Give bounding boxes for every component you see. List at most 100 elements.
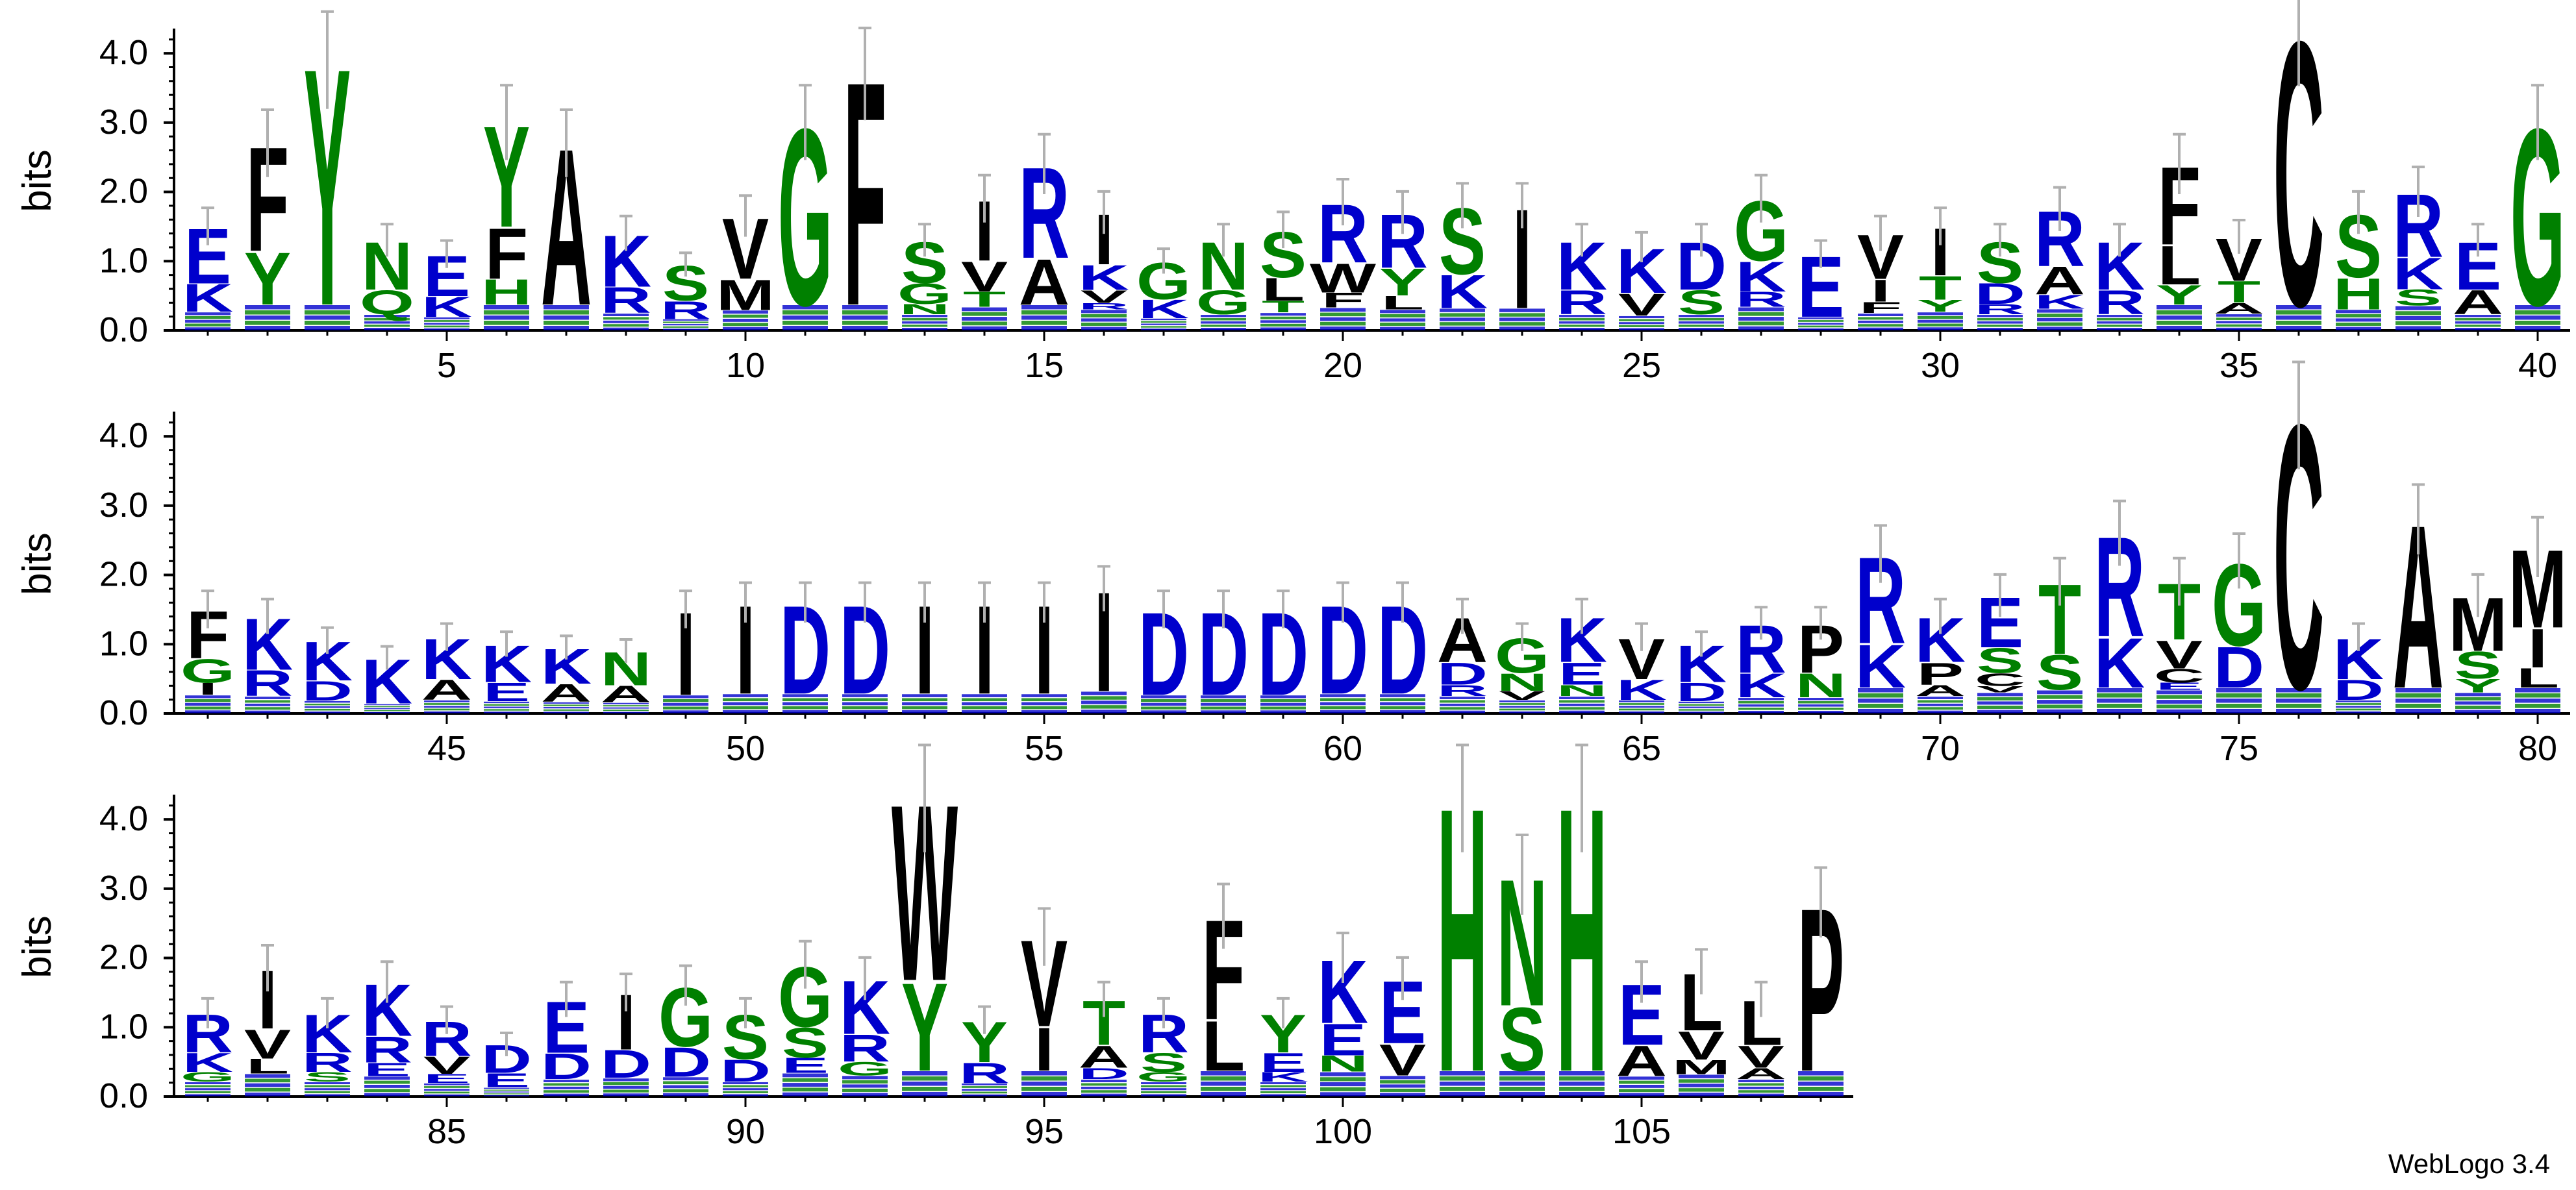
minor-residue-band	[2455, 328, 2501, 330]
minor-residue-band	[842, 1093, 888, 1097]
residue-letter: E	[1319, 1015, 1366, 1065]
logo-column-104: H	[1557, 728, 1607, 1151]
logo-column-83: SRK	[302, 997, 353, 1097]
residue-letter: K	[1616, 673, 1667, 706]
minor-residue-band	[1201, 702, 1246, 706]
minor-residue-band	[544, 1086, 589, 1089]
y-tick-label: 4.0	[99, 799, 148, 838]
minor-residue-band	[1201, 321, 1246, 324]
x-tick-label: 50	[726, 729, 765, 768]
minor-residue-band	[842, 1080, 888, 1084]
minor-residue-band	[663, 710, 708, 713]
logo-column-13: NGS	[897, 223, 952, 330]
minor-residue-band	[424, 711, 469, 713]
minor-residue-band	[305, 326, 350, 330]
minor-residue-band	[305, 1091, 350, 1093]
minor-residue-band	[2276, 321, 2321, 325]
minor-residue-band	[902, 1092, 947, 1097]
logo-column-52: D	[840, 580, 890, 721]
residue-letter: V	[1499, 689, 1545, 702]
logo-column-65: KV	[1616, 622, 1667, 713]
minor-residue-band	[364, 1080, 410, 1084]
minor-residue-band	[1260, 699, 1306, 702]
minor-residue-band	[2336, 314, 2381, 317]
residue-letter: R	[660, 296, 711, 324]
logo-column-78: A	[2393, 477, 2444, 738]
minor-residue-band	[1260, 313, 1306, 316]
minor-residue-band	[782, 1083, 828, 1087]
logo-column-28: E	[1797, 238, 1844, 335]
minor-residue-band	[1738, 701, 1784, 704]
minor-residue-band	[1619, 700, 1664, 702]
minor-residue-band	[2395, 316, 2441, 321]
minor-residue-band	[1260, 1085, 1306, 1087]
minor-residue-band	[544, 704, 589, 706]
residue-letter: R	[959, 1056, 1010, 1089]
logo-column-21: LYR	[1377, 190, 1428, 330]
minor-residue-band	[782, 1087, 828, 1092]
residue-letter: R	[242, 663, 293, 704]
minor-residue-band	[2336, 318, 2381, 322]
minor-residue-band	[902, 698, 947, 702]
residue-letter: K	[1079, 258, 1129, 298]
minor-residue-band	[1260, 316, 1306, 319]
minor-residue-band	[1738, 698, 1784, 700]
minor-residue-band	[1141, 1085, 1186, 1087]
minor-residue-band	[2455, 693, 2501, 697]
minor-residue-band	[842, 710, 888, 713]
minor-residue-band	[2157, 310, 2202, 315]
minor-residue-band	[1021, 1076, 1067, 1081]
minor-residue-band	[962, 694, 1007, 697]
residue-letter: G	[181, 1069, 235, 1085]
minor-residue-band	[484, 326, 529, 330]
minor-residue-band	[1320, 326, 1366, 330]
minor-residue-band	[1021, 710, 1067, 713]
minor-residue-band	[2216, 709, 2262, 713]
minor-residue-band	[2455, 701, 2501, 705]
minor-residue-band	[305, 1082, 350, 1085]
minor-residue-band	[1201, 1082, 1246, 1086]
logo-column-11: G	[778, 75, 832, 358]
minor-residue-band	[2515, 326, 2560, 330]
minor-residue-band	[245, 305, 290, 310]
minor-residue-band	[364, 1076, 410, 1080]
minor-residue-band	[1918, 312, 1963, 316]
minor-residue-band	[842, 326, 888, 330]
minor-residue-band	[1201, 315, 1246, 317]
minor-residue-band	[723, 323, 768, 327]
residue-letter: V	[1081, 287, 1128, 307]
minor-residue-band	[1858, 324, 1903, 327]
minor-residue-band	[424, 703, 469, 705]
logo-column-97: GSR	[1136, 997, 1191, 1097]
minor-residue-band	[2455, 697, 2501, 700]
minor-residue-band	[364, 708, 410, 710]
minor-residue-band	[2037, 322, 2082, 326]
minor-residue-band	[2515, 305, 2560, 310]
logo-column-86: ED	[481, 1031, 532, 1097]
residue-letter: R	[362, 1030, 412, 1071]
residue-letter: V	[1379, 1035, 1426, 1085]
minor-residue-band	[2216, 704, 2262, 708]
logo-column-9: RS	[660, 251, 711, 330]
residue-letter: K	[1736, 667, 1786, 705]
minor-residue-band	[1918, 710, 1963, 713]
residue-letter: Q	[360, 284, 414, 322]
minor-residue-band	[185, 316, 231, 319]
minor-residue-band	[1021, 702, 1067, 706]
logo-column-6: HFY	[481, 84, 532, 330]
minor-residue-band	[2157, 690, 2202, 695]
logo-column-44: K	[362, 645, 412, 717]
minor-residue-band	[1679, 706, 1724, 708]
x-tick-label: 60	[1323, 729, 1362, 768]
y-tick-label: 3.0	[99, 486, 148, 525]
minor-residue-band	[1738, 1093, 1784, 1097]
minor-residue-band	[364, 1093, 410, 1097]
minor-residue-band	[1201, 1087, 1246, 1091]
minor-residue-band	[1141, 710, 1186, 713]
minor-residue-band	[842, 1088, 888, 1092]
minor-residue-band	[1021, 321, 1067, 325]
minor-residue-band	[1798, 1092, 1844, 1097]
minor-residue-band	[902, 694, 947, 697]
logo-column-12: F	[842, 15, 888, 373]
